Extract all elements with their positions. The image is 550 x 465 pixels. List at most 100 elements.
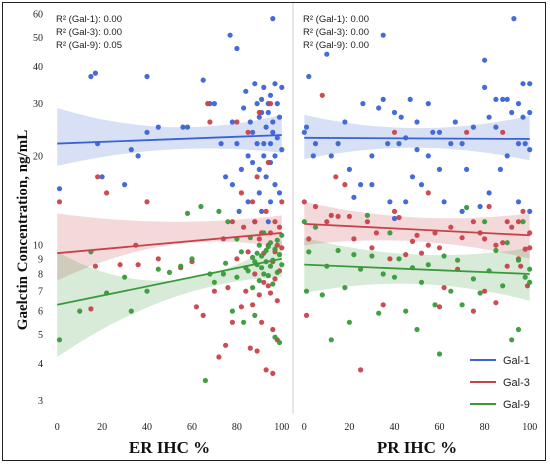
data-point-gal-9 (234, 274, 240, 280)
data-point-gal-3 (328, 212, 334, 218)
data-point-gal-1 (441, 199, 447, 205)
data-point-gal-3 (56, 199, 63, 205)
data-point-gal-3 (482, 236, 488, 242)
data-point-gal-1 (256, 190, 262, 196)
data-point-gal-9 (527, 266, 533, 272)
data-point-gal-1 (276, 114, 283, 120)
data-point-gal-3 (522, 246, 528, 252)
legend-label-gal-9: Gal-9 (503, 399, 530, 411)
data-point-gal-9 (274, 269, 280, 275)
data-point-gal-9 (155, 266, 161, 272)
x-tick-label: 20 (344, 422, 354, 433)
data-point-gal-1 (511, 16, 517, 22)
data-point-gal-9 (259, 265, 265, 271)
data-point-gal-1 (245, 153, 251, 159)
data-point-gal-1 (254, 141, 260, 147)
data-point-gal-9 (144, 288, 150, 294)
data-point-gal-3 (333, 174, 339, 180)
data-point-gal-1 (414, 147, 420, 153)
data-point-gal-9 (342, 285, 348, 291)
data-point-gal-3 (432, 230, 438, 236)
data-point-gal-1 (391, 215, 398, 222)
data-point-gal-9 (477, 290, 483, 296)
data-point-gal-9 (425, 262, 431, 268)
data-point-gal-1 (256, 114, 262, 120)
data-point-gal-3 (391, 208, 398, 214)
data-point-gal-9 (223, 260, 229, 266)
data-point-gal-3 (358, 367, 364, 373)
data-point-gal-3 (144, 199, 150, 205)
data-point-gal-3 (364, 219, 370, 225)
y-tick-label: 50 (33, 33, 43, 44)
data-point-gal-9 (391, 274, 398, 280)
data-point-gal-3 (238, 304, 244, 310)
data-point-gal-3 (279, 199, 285, 205)
data-point-gal-3 (486, 203, 492, 210)
data-point-gal-1 (243, 88, 249, 94)
x-tick-label: 40 (389, 422, 399, 433)
data-point-gal-3 (245, 129, 251, 135)
data-point-gal-3 (250, 302, 256, 308)
data-point-gal-1 (482, 57, 488, 63)
data-point-gal-1 (380, 96, 386, 102)
r2-annotation: R² (Gal-1): 0.00 (56, 14, 122, 25)
data-point-gal-1 (272, 153, 278, 159)
data-point-gal-9 (464, 204, 470, 211)
data-point-gal-1 (376, 105, 382, 111)
data-point-gal-1 (234, 45, 240, 52)
ci-band-gal-3 (57, 213, 282, 281)
data-point-gal-9 (455, 257, 461, 263)
data-point-gal-1 (346, 166, 352, 172)
data-point-gal-9 (515, 257, 522, 263)
data-point-gal-1 (218, 141, 224, 147)
data-point-gal-9 (418, 279, 425, 285)
y-tick-label: 40 (33, 62, 43, 73)
data-point-gal-9 (220, 271, 226, 277)
data-point-gal-9 (301, 219, 307, 225)
data-point-gal-1 (452, 119, 458, 125)
data-point-gal-9 (198, 203, 204, 210)
data-point-gal-3 (387, 256, 393, 262)
x-tick-label: 60 (435, 422, 445, 433)
data-point-gal-1 (234, 141, 240, 147)
data-point-gal-9 (245, 268, 251, 274)
chart-panels: 0 20 40 60 80 100 ER IHC % R² (Gal-1): 0.00 R² (… (55, 3, 537, 457)
data-point-gal-1 (238, 166, 244, 172)
data-point-gal-1 (99, 174, 105, 180)
data-point-gal-3 (504, 263, 510, 269)
data-point-gal-9 (527, 279, 533, 285)
data-point-gal-1 (254, 101, 260, 107)
data-point-gal-3 (88, 306, 94, 312)
data-point-gal-9 (265, 273, 271, 279)
r2-annotation: R² (Gal-9): 0.05 (56, 40, 122, 51)
data-point-gal-3 (279, 245, 285, 251)
data-point-gal-9 (265, 243, 271, 250)
data-point-gal-3 (241, 224, 247, 230)
data-point-gal-1 (229, 119, 235, 125)
data-point-gal-3 (470, 219, 476, 225)
data-point-gal-1 (459, 208, 465, 214)
data-point-gal-9 (267, 240, 274, 246)
data-point-gal-3 (493, 242, 499, 248)
data-point-gal-3 (391, 129, 398, 135)
ci-band-gal-1 (57, 108, 282, 166)
y-tick-label: 60 (33, 10, 43, 21)
data-point-gal-3 (380, 302, 386, 308)
data-point-gal-3 (441, 285, 447, 291)
fit-line-gal-9 (57, 257, 282, 306)
data-point-gal-1 (520, 114, 526, 120)
data-point-gal-1 (403, 199, 409, 205)
data-point-gal-1 (385, 141, 391, 147)
x-axis-title: PR IHC % (377, 438, 457, 457)
y-tick-label: 6 (38, 307, 43, 318)
y-tick-label: 9 (38, 254, 43, 265)
data-point-gal-1 (256, 166, 262, 172)
data-point-gal-1 (391, 109, 398, 116)
data-point-gal-1 (276, 190, 283, 196)
data-point-gal-9 (211, 279, 217, 285)
data-point-gal-9 (56, 337, 63, 343)
data-point-gal-3 (234, 119, 240, 125)
data-point-gal-1 (261, 84, 267, 90)
data-point-gal-3 (448, 224, 454, 230)
data-point-gal-9 (256, 242, 262, 248)
